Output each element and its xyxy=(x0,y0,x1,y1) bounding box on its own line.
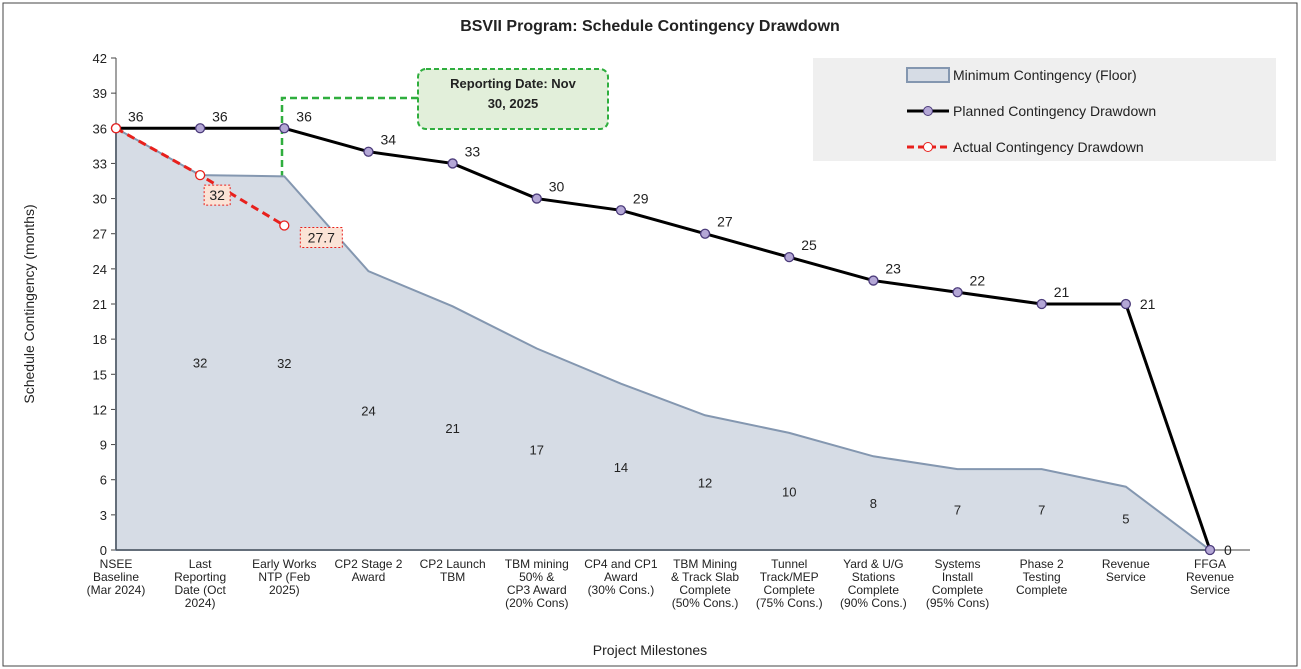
data-label: 36 xyxy=(296,108,312,124)
annotation: Reporting Date: Nov 30, 2025 xyxy=(450,76,576,111)
x-tick-label: TBM Mining & Track Slab Complete (50% Cons.… xyxy=(671,557,739,610)
legend-swatch xyxy=(906,67,950,83)
area-label: 8 xyxy=(870,496,877,511)
data-label: 32 xyxy=(209,187,225,203)
marker xyxy=(1036,298,1047,310)
y-tick-label: 9 xyxy=(100,438,107,453)
data-label: 33 xyxy=(465,143,481,159)
x-tick-label: Last Reporting Date (Oct 2024) xyxy=(174,557,226,610)
data-label: 21 xyxy=(1054,284,1070,300)
marker xyxy=(1204,544,1216,556)
x-tick-label: FFGA Revenue Service xyxy=(1186,557,1234,597)
data-label: 21 xyxy=(1140,296,1156,312)
legend-marker xyxy=(923,142,933,152)
data-label: 36 xyxy=(128,108,144,124)
marker xyxy=(447,158,458,169)
area-label: 32 xyxy=(193,356,207,371)
area-label: 7 xyxy=(954,503,961,518)
data-label: 27.7 xyxy=(308,230,335,246)
y-tick-label: 18 xyxy=(93,332,107,347)
marker xyxy=(952,287,963,298)
marker xyxy=(1120,298,1131,310)
y-tick-label: 24 xyxy=(93,262,107,277)
x-tick-label: Tunnel Track/MEP Complete (75% Cons.) xyxy=(756,557,823,610)
marker xyxy=(784,251,795,263)
marker xyxy=(110,123,122,134)
marker xyxy=(279,123,290,134)
y-tick-label: 12 xyxy=(93,402,107,417)
legend-label: Actual Contingency Drawdown xyxy=(953,139,1144,155)
y-tick-label: 39 xyxy=(93,86,107,101)
legend-label: Minimum Contingency (Floor) xyxy=(953,67,1137,83)
area-label: 24 xyxy=(361,404,375,419)
x-tick-label: CP2 Stage 2 Award xyxy=(334,557,402,584)
area-label: 21 xyxy=(445,421,459,436)
legend-label: Planned Contingency Drawdown xyxy=(953,103,1156,119)
marker xyxy=(195,123,206,134)
y-tick-label: 6 xyxy=(100,473,107,488)
x-tick-label: Revenue Service xyxy=(1102,557,1150,584)
x-tick-label: Systems Install Complete (95% Cons) xyxy=(926,557,989,610)
x-axis-label: Project Milestones xyxy=(593,642,707,658)
x-tick-label: TBM mining 50% & CP3 Award (20% Cons) xyxy=(505,557,569,610)
y-tick-label: 33 xyxy=(93,156,107,171)
y-tick-label: 15 xyxy=(93,367,107,382)
marker xyxy=(615,205,627,216)
data-label: 27 xyxy=(717,214,733,230)
data-label: 36 xyxy=(212,108,228,124)
series-line xyxy=(116,126,1212,551)
y-tick-label: 36 xyxy=(93,121,107,136)
x-tick-label: Early Works NTP (Feb 2025) xyxy=(252,557,316,597)
x-tick-label: Yard & U/G Stations Complete (90% Cons.) xyxy=(840,557,907,610)
y-axis-label: Schedule Contingency (months) xyxy=(21,204,37,403)
data-label: 25 xyxy=(801,237,817,253)
y-tick-label: 27 xyxy=(93,227,107,242)
y-tick-label: 30 xyxy=(93,192,107,207)
area-label: 32 xyxy=(277,356,291,371)
y-tick-label: 0 xyxy=(100,543,107,558)
data-label: 0 xyxy=(1224,542,1232,558)
y-tick-label: 3 xyxy=(100,508,107,523)
area-label: 17 xyxy=(530,442,544,457)
data-label: 23 xyxy=(885,261,901,277)
x-tick-label: CP4 and CP1 Award (30% Cons.) xyxy=(584,557,658,597)
marker xyxy=(868,275,879,286)
y-tick-label: 42 xyxy=(93,51,107,66)
data-label: 29 xyxy=(633,190,649,206)
legend-box xyxy=(813,58,1276,161)
area-label: 10 xyxy=(782,484,796,499)
marker xyxy=(363,146,374,157)
marker xyxy=(279,220,290,231)
marker xyxy=(195,169,206,181)
annotation-connector xyxy=(280,96,418,205)
area-label: 7 xyxy=(1038,503,1045,518)
area-label: 14 xyxy=(614,460,628,475)
data-label-box xyxy=(203,184,231,206)
data-label-box xyxy=(299,227,343,249)
x-tick-label: Phase 2 Testing Complete xyxy=(1016,557,1068,597)
data-label: 34 xyxy=(380,132,396,148)
legend-marker xyxy=(923,106,933,116)
marker xyxy=(699,228,711,239)
chart-title: BSVII Program: Schedule Contingency Draw… xyxy=(460,18,840,35)
area-label: 12 xyxy=(698,476,712,491)
area xyxy=(115,126,1213,551)
data-label: 22 xyxy=(970,272,986,288)
y-tick-label: 21 xyxy=(93,297,107,312)
x-tick-label: NSEE Baseline (Mar 2024) xyxy=(87,557,146,597)
x-tick-label: CP2 Launch TBM xyxy=(420,557,486,584)
marker xyxy=(531,193,542,204)
data-label: 30 xyxy=(549,179,565,195)
area-label: 5 xyxy=(1122,511,1129,526)
